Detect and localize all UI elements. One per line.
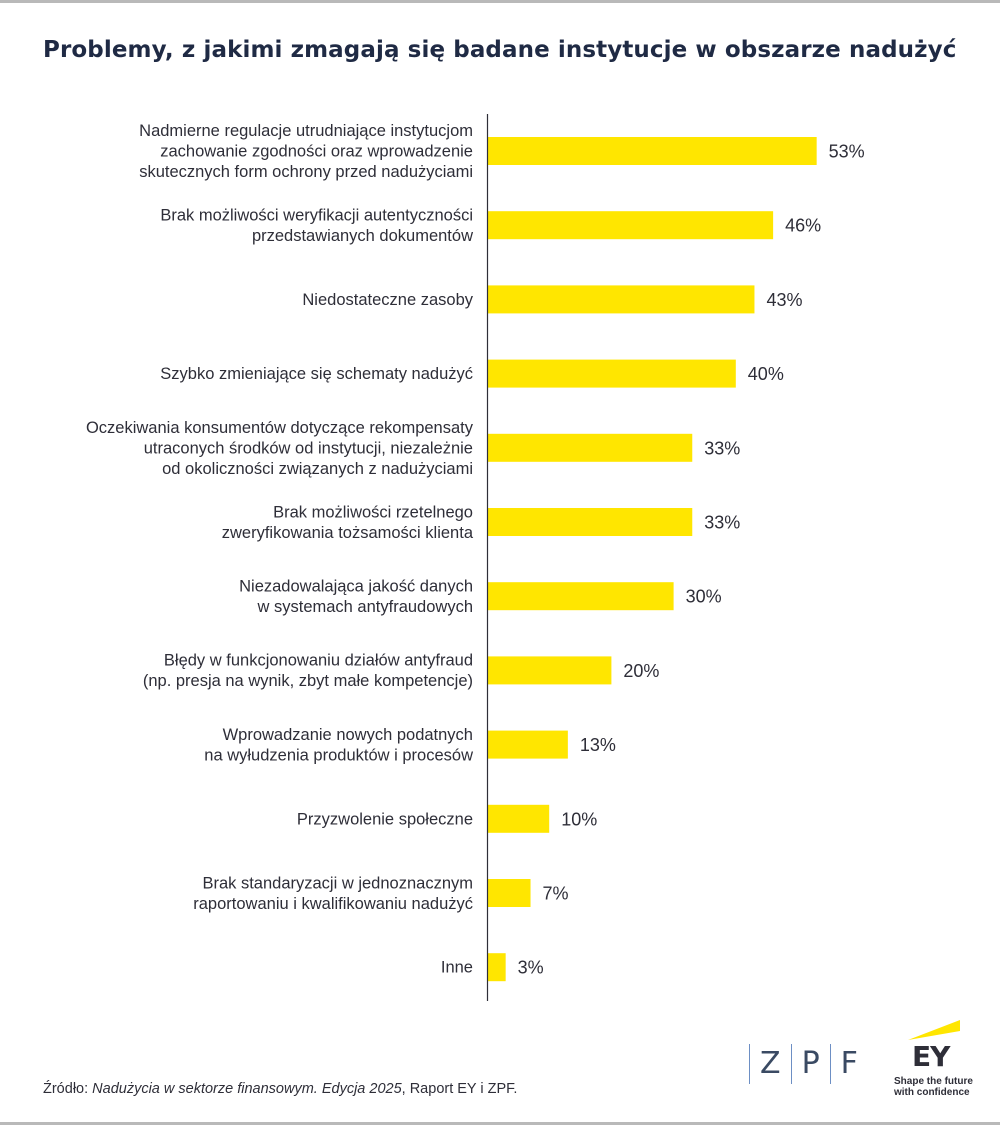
category-label-line: od okoliczności związanych z nadużyciami [162,460,473,478]
bar [487,879,531,907]
bar [487,508,693,536]
category-label: Nadmierne regulacje utrudniające instytu… [139,122,473,181]
value-label: 43% [766,290,802,310]
category-label-line: zachowanie zgodności oraz wprowadzenie [160,143,473,161]
bar [487,359,736,388]
category-label-line: Błędy w funkcjonowaniu działów antyfraud [164,652,473,670]
zpf-letter-p: P [801,1046,820,1081]
zpf-divider [790,1044,792,1084]
category-label-line: Wprowadzanie nowych podatnych [223,726,473,744]
bar [487,730,568,759]
zpf-logo: Z P F [749,1041,868,1087]
category-label-line: przedstawianych dokumentów [252,227,473,245]
value-label: 40% [748,364,784,384]
bar [487,656,612,685]
chart-title: Problemy, z jakimi zmagają się badane in… [43,37,957,63]
category-label: Inne [441,959,473,977]
bar [487,582,674,611]
value-label: 30% [686,587,722,607]
category-label-line: na wyłudzenia produktów i procesów [204,746,473,764]
value-label: 3% [518,958,544,978]
bar [487,953,506,982]
category-label-line: Niezadowalająca jakość danych [239,577,473,595]
category-label-line: Nadmierne regulacje utrudniające instytu… [139,122,473,140]
category-label-line: Inne [441,959,473,977]
bar [487,433,693,462]
source-note: Źródło: Nadużycia w sektorze finansowym.… [43,1081,517,1097]
bar [487,211,774,240]
ey-logo: EY Shape the future with confidence [894,1018,974,1103]
category-label-line: Brak możliwości weryfikacji autentycznoś… [160,206,473,224]
source-prefix: Źródło: [43,1081,93,1097]
zpf-divider [749,1044,750,1084]
value-label: 7% [543,884,569,904]
value-label: 33% [704,513,740,533]
category-label-line: Brak standaryzacji w jednoznacznym [202,874,473,892]
source-suffix: , Raport EY i ZPF. [401,1081,518,1097]
category-label: Oczekiwania konsumentów dotyczące rekomp… [86,419,474,478]
zpf-letter-f: F [840,1046,858,1081]
category-label-line: Przyzwolenie społeczne [297,810,473,828]
source-publication: Nadużycia w sektorze finansowym. Edycja … [92,1081,402,1097]
category-label-line: utraconych środków od instytucji, niezal… [144,439,473,457]
value-label: 33% [704,438,740,458]
category-label: Błędy w funkcjonowaniu działów antyfraud… [143,652,473,691]
category-label-line: skutecznych form ochrony przed nadużycia… [139,163,473,181]
category-label: Szybko zmieniające się schematy nadużyć [160,365,473,383]
category-label-line: Oczekiwania konsumentów dotyczące rekomp… [86,419,474,437]
bar [487,137,817,165]
ey-tagline-line: with confidence [894,1087,970,1098]
value-label: 53% [829,142,865,162]
ey-beam-icon [908,1020,960,1040]
category-label-line: Niedostateczne zasoby [302,291,473,309]
category-label-line: zweryfikowania tożsamości klienta [222,524,474,542]
category-label: Brak standaryzacji w jednoznacznym raport… [193,874,473,913]
category-label: Wprowadzanie nowych podatnych na wyłudzen… [204,726,473,765]
category-label-line: Brak możliwości rzetelnego [273,503,473,521]
category-label: Brak możliwości rzetelnego zweryfikowania… [222,503,474,542]
ey-tagline: Shape the future with confidence [894,1076,984,1098]
value-label: 13% [580,735,616,755]
category-label-line: raportowaniu i kwalifikowaniu nadużyć [193,895,473,913]
bar [487,804,550,833]
ey-wordmark: EY [912,1040,950,1073]
zpf-divider [829,1044,831,1084]
ey-tagline-line: Shape the future [894,1076,973,1087]
category-label-line: Szybko zmieniające się schematy nadużyć [160,365,473,383]
category-label: Przyzwolenie społeczne [297,810,473,828]
value-label: 20% [623,661,659,681]
bar [487,285,755,314]
category-label: Brak możliwości weryfikacji autentycznoś… [160,206,473,245]
value-label: 46% [785,216,821,236]
bar-chart: 53% Nadmierne regulacje utrudniające inst… [86,114,865,1001]
category-label-line: (np. presja na wynik, zbyt małe kompeten… [143,672,473,690]
category-label-line: w systemach antyfraudowych [256,598,473,616]
zpf-letter-z: Z [760,1046,781,1081]
category-label: Niedostateczne zasoby [302,291,473,309]
category-label: Niezadowalająca jakość danych w systemach… [239,577,473,616]
value-label: 10% [561,809,597,829]
